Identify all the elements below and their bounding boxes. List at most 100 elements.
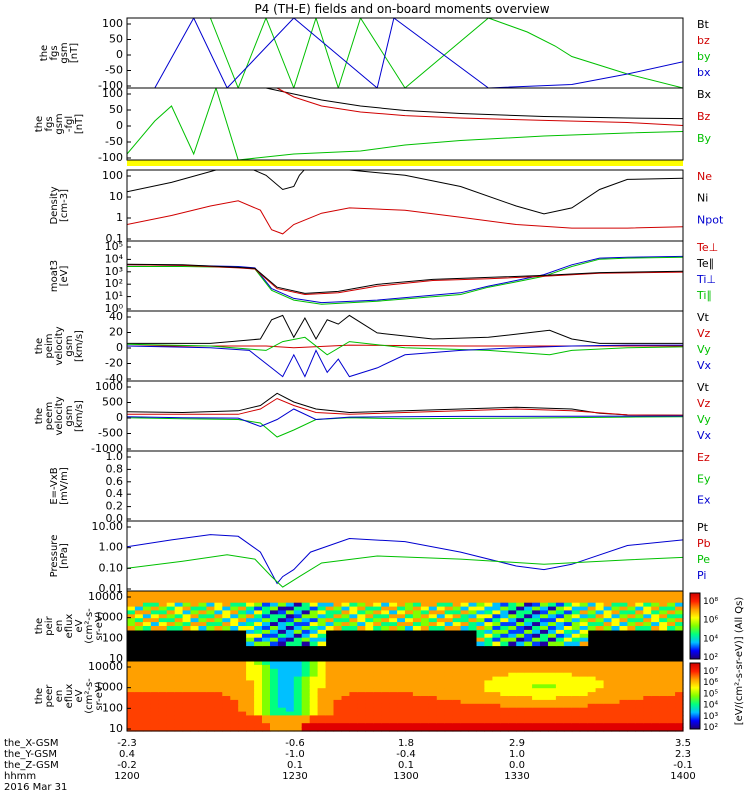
spectrogram-cell xyxy=(587,594,597,600)
y-tick-label: 10¹ xyxy=(105,290,123,303)
spectrogram-cell xyxy=(182,664,192,670)
spectrogram-cell xyxy=(389,606,398,612)
spectrogram-cell xyxy=(277,680,287,685)
spectrogram-cell xyxy=(277,633,287,639)
x-axis-value: 1200 xyxy=(114,771,139,782)
spectrogram-cell xyxy=(214,672,223,678)
spectrogram-cell xyxy=(675,688,684,693)
spectrogram-cell xyxy=(540,711,549,717)
spectrogram-cell xyxy=(579,626,589,631)
spectrogram-cell xyxy=(158,703,168,709)
spectrogram-cell xyxy=(301,664,311,670)
spectrogram-cell xyxy=(619,692,628,697)
spectrogram-cell xyxy=(659,598,668,604)
spectrogram-cell xyxy=(468,606,477,612)
spectrogram-cell xyxy=(150,618,160,623)
spectrogram-cell xyxy=(158,610,168,615)
spectrogram-cell xyxy=(492,618,501,623)
spectrogram-cell xyxy=(285,684,295,689)
spectrogram-cell xyxy=(373,664,382,670)
spectrogram-cell xyxy=(468,684,477,689)
spectrogram-cell xyxy=(476,711,485,717)
spectrogram-cell xyxy=(659,661,668,666)
spectrogram-cell xyxy=(587,672,597,678)
spectrogram-cell xyxy=(222,696,231,701)
spectrogram-cell xyxy=(214,606,223,612)
spectrogram-cell xyxy=(349,626,358,631)
spectrogram-cell xyxy=(397,719,406,724)
spectrogram-cell xyxy=(397,618,406,623)
spectrogram-cell xyxy=(524,591,533,596)
spectrogram-cell xyxy=(540,696,549,701)
spectrogram-cell xyxy=(254,591,263,596)
spectrogram-cell xyxy=(190,614,199,619)
spectrogram-cell xyxy=(389,684,398,689)
spectrogram-cell xyxy=(325,688,335,693)
spectrogram-cell xyxy=(285,688,295,693)
spectrogram-cell xyxy=(532,715,541,720)
colorbar-tick-label: 10⁷ xyxy=(703,667,718,677)
spectrogram-cell xyxy=(532,696,541,701)
spectrogram-cell xyxy=(238,688,247,693)
spectrogram-cell xyxy=(174,618,184,623)
spectrogram-cell xyxy=(127,715,136,720)
spectrogram-cell xyxy=(325,610,335,615)
spectrogram-cell xyxy=(389,707,398,713)
spectrogram-cell xyxy=(412,696,422,701)
spectrogram-cell xyxy=(333,707,342,713)
spectrogram-cell xyxy=(198,727,207,732)
spectrogram-cell xyxy=(270,715,279,720)
spectrogram-cell xyxy=(389,594,398,600)
spectrogram-cell xyxy=(571,703,581,709)
spectrogram-cell xyxy=(134,715,144,720)
spectrogram-cell xyxy=(643,591,652,596)
spectrogram-cell xyxy=(142,688,152,693)
spectrogram-cell xyxy=(389,676,398,682)
spectrogram-cell xyxy=(508,594,517,600)
y-tick-label: 10 xyxy=(109,190,123,203)
spectrogram-cell xyxy=(190,594,199,600)
spectrogram-cell xyxy=(222,680,231,685)
spectrogram-cell xyxy=(619,594,628,600)
spectrogram-cell xyxy=(182,661,192,666)
spectrogram-cell xyxy=(214,610,223,615)
spectrogram-cell xyxy=(667,661,676,666)
spectrogram-cell xyxy=(190,715,199,720)
spectrogram-cell xyxy=(309,633,319,639)
spectrogram-cell xyxy=(341,598,350,604)
spectrogram-cell xyxy=(619,618,628,623)
spectrogram-cell xyxy=(460,680,470,685)
spectrogram-cell xyxy=(317,688,327,693)
spectrogram-cell xyxy=(134,664,144,670)
y-axis-label: [cm-3] xyxy=(59,189,70,222)
spectrogram-cell xyxy=(595,707,605,713)
x-axis-value: -1.0 xyxy=(285,749,305,760)
spectrogram-cell xyxy=(635,668,644,674)
spectrogram-cell xyxy=(500,664,509,670)
spectrogram-cell xyxy=(174,602,184,608)
spectrogram-cell xyxy=(262,668,271,674)
spectrogram-cell xyxy=(254,715,263,720)
spectrogram-cell xyxy=(270,668,279,674)
spectrogram-cell xyxy=(587,688,597,693)
spectrogram-cell xyxy=(142,719,152,724)
spectrogram-cell xyxy=(571,715,581,720)
spectrogram-cell xyxy=(460,699,470,705)
y-axis-label: the xyxy=(34,688,45,704)
spectrogram-cell xyxy=(325,598,335,604)
spectrogram-cell xyxy=(198,618,207,623)
spectrogram-cell xyxy=(436,622,446,627)
spectrogram-cell xyxy=(166,723,176,728)
legend-Vz: Vz xyxy=(697,327,711,340)
spectrogram-cell xyxy=(150,688,160,693)
legend-Vy: Vy xyxy=(697,343,711,356)
y-axis-label: [nPa] xyxy=(59,543,70,569)
spectrogram-cell xyxy=(619,727,628,732)
spectrogram-cell xyxy=(603,707,613,713)
spectrogram-cell xyxy=(619,664,628,670)
spectrogram-cell xyxy=(134,676,144,682)
spectrogram-cell xyxy=(127,606,136,612)
spectrogram-cell xyxy=(381,707,390,713)
y-axis-label: eflux xyxy=(64,684,75,709)
spectrogram-cell xyxy=(206,692,215,697)
